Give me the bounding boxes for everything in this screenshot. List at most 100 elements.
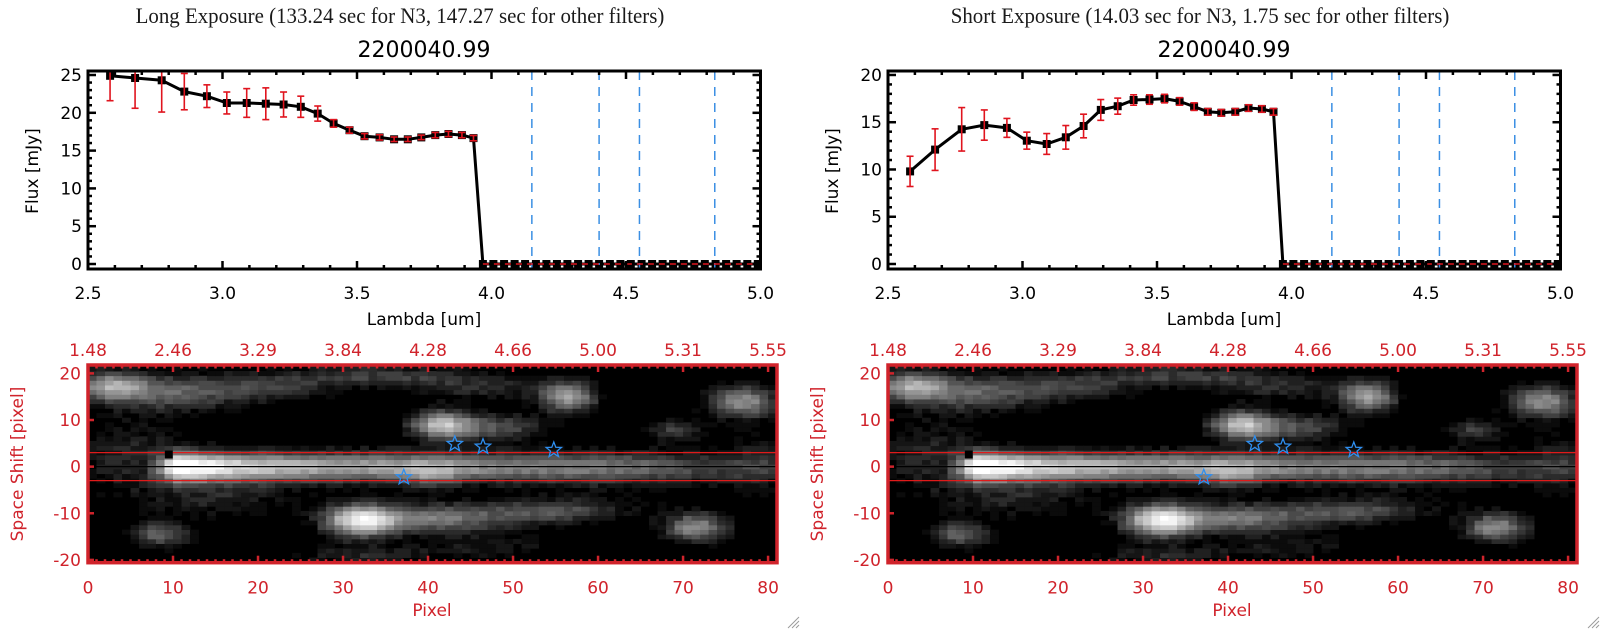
image-pixel [275,473,284,479]
image-pixel [1338,473,1348,479]
image-pixel [1330,468,1339,475]
image-pixel [1007,487,1016,493]
image-pixel [564,492,573,498]
image-pixel [1262,441,1271,447]
image-pixel [1092,459,1101,465]
image-pixel [1253,548,1263,554]
image-pixel [1517,380,1526,386]
image-pixel [334,496,344,503]
image-pixel [547,380,556,386]
image-pixel [207,459,216,465]
image-pixel [1032,473,1042,479]
image-pixel [1202,520,1212,526]
image-pixel [581,492,590,498]
image-pixel [292,454,301,461]
image-pixel [1211,408,1220,414]
image-pixel [241,380,250,386]
image-pixel [615,468,624,475]
image-pixel [708,473,718,479]
image-pixel [360,468,369,475]
image-pixel [1236,529,1246,535]
image-pixel [1296,385,1305,391]
image-pixel [368,468,378,475]
image-pixel [1024,496,1033,503]
image-pixel [385,510,395,516]
panel-short-exposure: Short Exposure (14.03 sec for N3, 1.75 s… [800,0,1600,630]
image-pixel [139,394,148,400]
image-pixel [1262,417,1271,423]
image-pixel [411,543,420,549]
image-pixel [351,529,361,535]
image-pixel [1304,413,1314,419]
image-pixel [1177,473,1186,479]
image-pixel [1160,543,1169,549]
image-pixel [939,380,948,386]
image-pixel [428,459,437,465]
image-pixel [513,468,522,475]
image-pixel [1024,473,1033,479]
image-pixel [207,394,216,400]
image-pixel [581,394,590,400]
image-pixel [198,482,208,489]
image-pixel [1228,506,1237,512]
image-pixel [377,520,386,526]
image-pixel [300,520,310,526]
image-pixel [1143,375,1152,381]
image-pixel [258,454,267,461]
image-pixel [1177,548,1186,554]
image-pixel [343,371,352,377]
image-pixel [1406,468,1416,475]
image-pixel [504,552,514,558]
resize-grip-icon[interactable] [784,613,800,629]
image-pixel [1389,408,1399,414]
image-pixel [1160,445,1169,451]
image-pixel [964,394,974,400]
image-pixel [1168,454,1178,461]
image-pixel [1304,510,1314,516]
image-pixel [657,487,667,493]
image-pixel [156,515,165,521]
image-pixel [555,389,565,395]
image-pixel [1109,515,1118,521]
image-pixel [411,375,420,381]
image-pixel [1270,538,1280,544]
image-pixel [470,380,480,386]
image-pixel [1270,501,1280,507]
image-pixel [1449,431,1458,437]
error-bar [262,87,270,121]
image-pixel [343,375,352,381]
image-pixel [768,445,777,451]
image-pixel [1245,385,1254,391]
image-pixel [1024,506,1033,512]
image-pixel [1330,385,1339,391]
image-pixel [487,548,497,554]
image-pixel [913,468,923,475]
image-pixel [411,408,420,414]
image-pixel [1381,482,1390,489]
image-pixel [164,520,174,526]
image-pixel [1313,482,1322,489]
image-pixel [1474,534,1484,540]
image-pixel [385,445,395,451]
image-pixel [1211,436,1220,442]
image-pixel [981,441,991,447]
image-pixel [742,492,752,498]
image-pixel [105,422,114,428]
image-pixel [1126,534,1135,540]
image-pixel [292,496,301,503]
image-pixel [649,422,658,428]
resize-grip-icon[interactable] [1584,613,1600,629]
image-pixel [156,496,165,503]
image-pixel [683,473,692,479]
image-pixel [1483,436,1492,442]
image-pixel [190,473,199,479]
image-pixel [470,520,480,526]
image-pixel [1508,468,1518,475]
image-pixel [266,366,276,372]
image-pixel [1228,441,1237,447]
image-pixel [1287,459,1297,465]
image-pixel [377,366,386,372]
image-pixel [1551,380,1560,386]
image-pixel [1466,515,1475,521]
image-pixel [300,468,310,475]
